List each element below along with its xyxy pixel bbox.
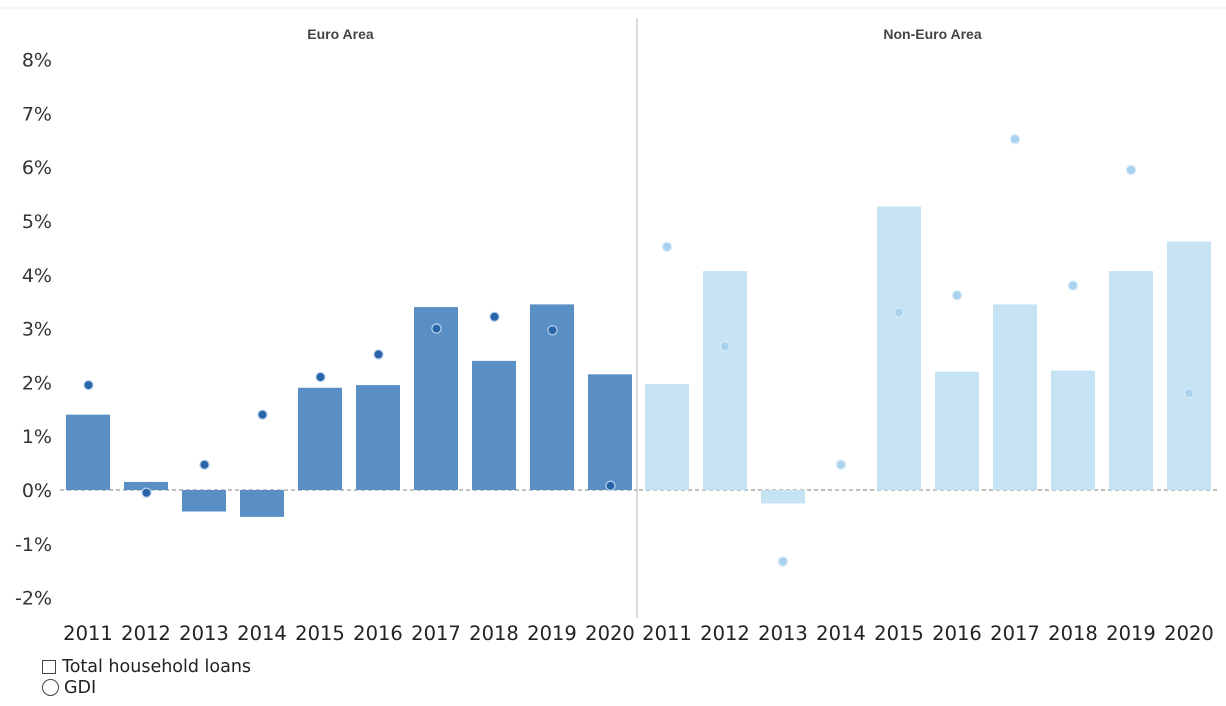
gdi-point[interactable] <box>315 371 326 383</box>
bar[interactable] <box>645 384 689 490</box>
x-tick-label: 2013 <box>179 622 229 645</box>
x-tick-label: 2011 <box>642 622 692 645</box>
x-tick-label: 2017 <box>990 622 1040 645</box>
bar[interactable] <box>877 206 921 490</box>
y-tick-label: 6% <box>22 157 52 179</box>
legend-item-loans[interactable]: Total household loans <box>42 656 251 677</box>
circle-legend-icon <box>42 679 59 696</box>
gdi-point[interactable] <box>431 323 442 334</box>
bar[interactable] <box>66 414 110 490</box>
x-tick-label: 2018 <box>469 622 519 645</box>
legend-item-gdi[interactable]: GDI <box>42 677 251 698</box>
bar[interactable] <box>588 374 632 490</box>
panel-euro-area: Euro Area 2011 2012 2013 2014 2015 2016 2017 201… <box>60 26 637 645</box>
y-tick-label: -1% <box>15 534 52 556</box>
legend-label-loans: Total household loans <box>62 656 252 677</box>
panel-title: Non-Euro Area <box>883 26 981 42</box>
bar[interactable] <box>1109 271 1153 490</box>
gdi-point[interactable] <box>835 459 847 470</box>
x-tick-label: 2019 <box>527 622 577 645</box>
gdi-point[interactable] <box>719 341 731 352</box>
gdi-point[interactable] <box>605 480 616 491</box>
bar[interactable] <box>472 360 516 490</box>
panel-title: Euro Area <box>307 26 374 42</box>
x-tick-label: 2018 <box>1048 622 1098 645</box>
gdi-point[interactable] <box>373 349 384 360</box>
x-tick-label: 2012 <box>121 622 171 645</box>
bar[interactable] <box>1167 241 1211 490</box>
y-tick-label: 8% <box>22 50 52 72</box>
x-tick-label: 2011 <box>63 622 113 645</box>
legend-label-gdi: GDI <box>64 677 97 698</box>
y-axis: 8% 7% 6% 5% 4% 3% 2% 1% 0% -1% -2% <box>15 50 52 610</box>
y-tick-label: 0% <box>22 480 52 502</box>
bar[interactable] <box>356 385 400 490</box>
gdi-point[interactable] <box>1125 164 1137 176</box>
x-tick-label: 2015 <box>295 622 345 645</box>
gdi-point[interactable] <box>893 307 905 318</box>
x-tick-label: 2017 <box>411 622 461 645</box>
bar[interactable] <box>240 490 284 517</box>
bar[interactable] <box>414 307 458 490</box>
gdi-point[interactable] <box>1183 387 1195 399</box>
bar[interactable] <box>703 271 747 490</box>
x-tick-label: 2014 <box>816 622 866 645</box>
gdi-point[interactable] <box>141 487 152 498</box>
x-tick-label: 2020 <box>585 622 635 645</box>
legend: Total household loans GDI <box>42 656 251 698</box>
x-tick-label: 2013 <box>758 622 808 645</box>
y-tick-label: 4% <box>22 265 52 287</box>
gdi-point[interactable] <box>1067 280 1079 291</box>
gdi-point[interactable] <box>83 379 94 391</box>
panels: Euro Area 2011 2012 2013 2014 2015 2016 2017 201… <box>60 18 1218 645</box>
x-tick-label: 2019 <box>1106 622 1156 645</box>
y-tick-label: 3% <box>22 319 52 341</box>
bar[interactable] <box>935 371 979 490</box>
y-tick-label: 1% <box>22 426 52 448</box>
x-tick-label: 2016 <box>353 622 403 645</box>
x-tick-label: 2014 <box>237 622 287 645</box>
square-legend-icon <box>42 659 56 674</box>
y-tick-label: 2% <box>22 372 52 394</box>
bar[interactable] <box>761 490 805 504</box>
y-tick-label: -2% <box>15 588 52 610</box>
bar[interactable] <box>124 481 168 490</box>
panel-non-euro-area: Non-Euro Area 2011 2012 2013 2014 2015 2016 201… <box>639 26 1218 645</box>
bar[interactable] <box>182 490 226 512</box>
x-tick-label: 2015 <box>874 622 924 645</box>
gdi-point[interactable] <box>951 290 963 301</box>
bar[interactable] <box>993 304 1037 490</box>
x-tick-label: 2020 <box>1164 622 1214 645</box>
gdi-point[interactable] <box>199 459 210 470</box>
y-tick-label: 7% <box>22 103 52 125</box>
bar[interactable] <box>1051 370 1095 490</box>
gdi-point[interactable] <box>257 409 268 420</box>
gdi-point[interactable] <box>661 241 673 253</box>
bar[interactable] <box>298 387 342 490</box>
x-tick-label: 2012 <box>700 622 750 645</box>
gdi-point[interactable] <box>489 311 500 322</box>
gdi-point[interactable] <box>777 556 789 567</box>
gdi-point[interactable] <box>1009 134 1021 145</box>
x-tick-label: 2016 <box>932 622 982 645</box>
y-tick-label: 5% <box>22 211 52 233</box>
gdi-point[interactable] <box>547 325 558 336</box>
